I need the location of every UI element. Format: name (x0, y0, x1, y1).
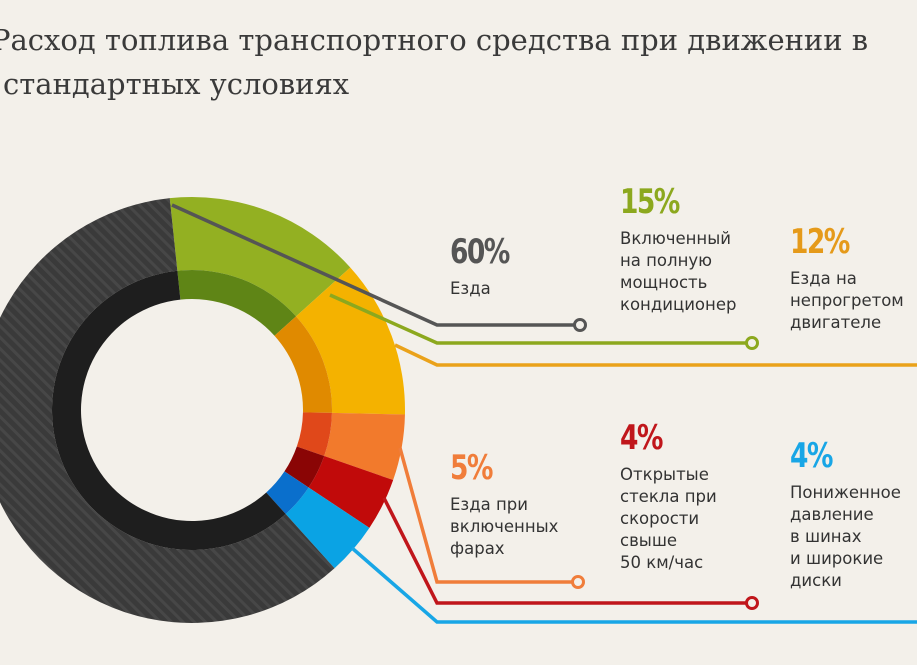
leader-line-3 (398, 447, 578, 584)
slice-3 (308, 456, 394, 528)
slice-inner-band-0 (177, 270, 297, 336)
pct-label: 5% (450, 448, 493, 488)
slice-0 (169, 197, 351, 317)
pct-label: 15% (620, 182, 680, 222)
slice-1 (296, 267, 405, 415)
pct-label: 4% (620, 418, 663, 458)
leader-line-1 (329, 293, 752, 345)
leader-line-0 (171, 203, 580, 327)
slice-inner-band-5 (52, 270, 286, 550)
leader-end-circle-0 (573, 318, 587, 332)
leader-line-4 (382, 497, 752, 605)
leader-line-5 (350, 546, 917, 624)
chart-title: Расход топлива транспортного средства пр… (0, 18, 868, 106)
pct-label: 60% (450, 232, 510, 272)
slice-5 (0, 198, 335, 623)
label-cold-engine: 12% Езда на непрогретом двигателе (790, 222, 904, 334)
pct-label: 4% (790, 436, 833, 476)
label-open-windows: 4% Открытые стекла при скорости свыше 50… (620, 418, 717, 574)
label-driving: 60% Езда (450, 232, 525, 300)
leader-end-circle-3 (571, 575, 585, 589)
desc-label: Езда (450, 279, 491, 298)
desc-label: Езда при включенных фарах (450, 495, 559, 558)
leader-end-circle-1 (745, 336, 759, 350)
desc-label: Езда на непрогретом двигателе (790, 269, 904, 332)
title-line-2: стандартных условиях (3, 67, 350, 101)
slice-inner-band-4 (266, 471, 309, 515)
slice-4 (285, 487, 370, 569)
title-line-1: Расход топлива транспортного средства пр… (0, 23, 869, 57)
leader-end-circle-4 (745, 596, 759, 610)
desc-label: Пониженное давление в шинах и широкие ди… (790, 483, 901, 590)
label-air-conditioner: 15% Включенный на полную мощность кондиц… (620, 182, 736, 316)
label-headlights: 5% Езда при включенных фарах (450, 448, 558, 560)
label-tire-pressure: 4% Пониженное давление в шинах и широкие… (790, 436, 901, 592)
desc-label: Открытые стекла при скорости свыше 50 км… (620, 465, 717, 572)
slice-inner-band-3 (284, 446, 325, 488)
slice-inner-band-2 (296, 412, 332, 457)
pct-label: 12% (790, 222, 850, 262)
slice-2 (324, 412, 405, 481)
slice-inner-band-1 (274, 316, 332, 413)
desc-label: Включенный на полную мощность кондиционе… (620, 229, 737, 314)
leader-line-2 (394, 343, 917, 367)
